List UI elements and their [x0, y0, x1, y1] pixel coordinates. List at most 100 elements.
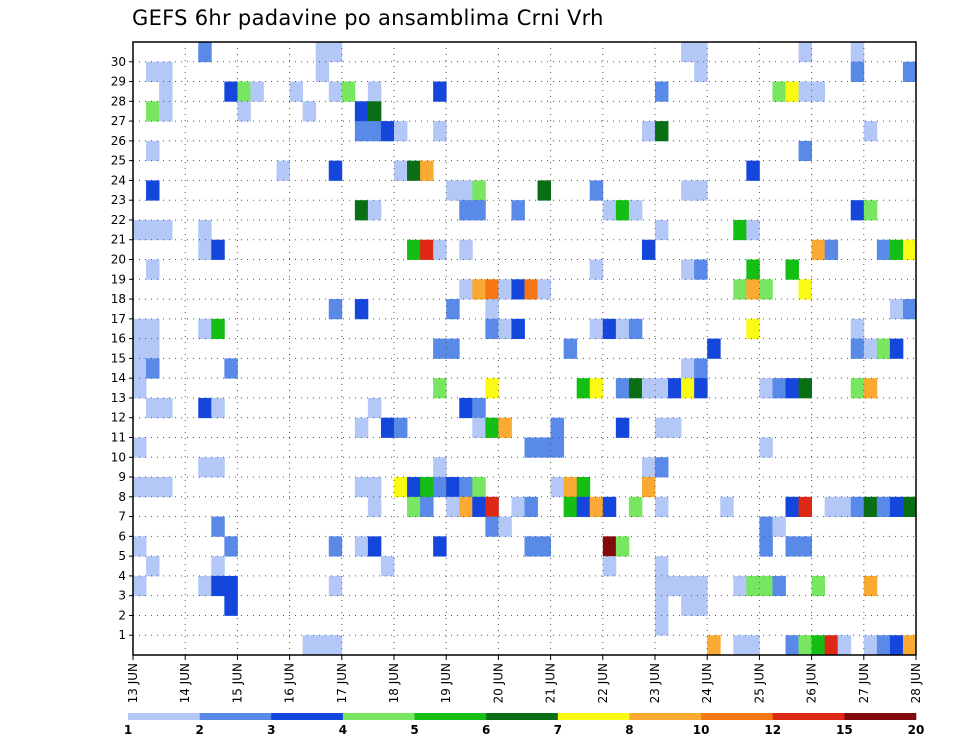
heat-cell — [772, 81, 786, 102]
heat-cell — [785, 378, 799, 399]
heat-cell — [407, 239, 421, 260]
heat-cell — [655, 496, 669, 517]
colorbar-label: 3 — [267, 723, 275, 737]
x-tick-label: 15 JUN — [230, 663, 244, 703]
y-tick-label: 4 — [118, 569, 126, 583]
heat-cell — [459, 239, 473, 260]
heat-cell — [641, 477, 656, 498]
y-tick-label: 22 — [111, 213, 126, 227]
heat-cell — [407, 496, 421, 517]
heat-cell — [902, 635, 917, 656]
heat-cell — [889, 239, 904, 260]
heat-cell — [407, 160, 421, 181]
colorbar-swatch — [128, 713, 200, 720]
heat-cell — [459, 279, 473, 300]
heat-cell — [746, 259, 760, 280]
heat-cell — [133, 575, 147, 597]
heat-cell — [798, 496, 812, 517]
heat-cell — [224, 81, 238, 102]
heat-cell — [276, 160, 290, 181]
heat-cell — [889, 496, 904, 517]
heat-cell — [681, 358, 695, 379]
heat-cell — [354, 101, 369, 122]
heat-cell — [459, 200, 473, 221]
y-tick-layer: 1234567891011121314151617181920212223242… — [111, 55, 133, 642]
heat-cell — [655, 417, 669, 438]
heat-cell — [850, 318, 865, 340]
cells-layer — [133, 42, 917, 656]
heat-cell — [380, 556, 395, 577]
heat-cell — [133, 338, 147, 359]
heat-cell — [707, 635, 721, 656]
heat-cell — [733, 219, 747, 241]
heat-cell — [367, 200, 382, 221]
y-tick-label: 10 — [111, 450, 126, 464]
heat-cell — [537, 180, 551, 201]
heat-cell — [655, 556, 669, 577]
heat-cell — [498, 279, 512, 300]
y-tick-label: 21 — [111, 233, 126, 247]
heat-cell — [237, 101, 251, 122]
heat-cell — [694, 180, 708, 201]
y-tick-label: 24 — [111, 173, 126, 187]
heat-cell — [485, 516, 499, 537]
heat-cell — [224, 575, 238, 597]
heat-cell — [446, 496, 460, 517]
y-tick-label: 25 — [111, 154, 126, 168]
heat-cell — [146, 219, 160, 241]
heat-cell — [589, 378, 604, 399]
heat-cell — [655, 81, 669, 102]
heat-cell — [146, 397, 160, 419]
grid-layer — [133, 42, 916, 655]
heat-cell — [511, 496, 525, 517]
heat-cell — [785, 81, 799, 102]
heat-cell — [694, 42, 708, 63]
heat-cell — [785, 635, 799, 656]
colorbar-label: 1 — [124, 723, 132, 737]
heat-cell — [198, 239, 212, 260]
heat-cell — [380, 121, 395, 142]
heat-cell — [133, 437, 147, 458]
heat-cell — [550, 477, 565, 498]
heat-cell — [694, 358, 708, 379]
heat-cell — [146, 318, 160, 340]
heat-cell — [498, 516, 512, 537]
heat-cell — [681, 180, 695, 201]
heat-cell — [615, 200, 630, 221]
colorbar-swatch — [271, 713, 344, 720]
heat-cell — [681, 575, 695, 597]
heat-cell — [198, 397, 212, 419]
heat-cell — [433, 121, 447, 142]
heat-cell — [798, 378, 812, 399]
heat-cell — [798, 536, 812, 557]
heat-cell — [785, 259, 799, 280]
heat-cell — [694, 595, 708, 616]
y-tick-label: 26 — [111, 134, 126, 148]
y-tick-label: 27 — [111, 114, 126, 128]
heat-cell — [733, 575, 747, 597]
colorbar-swatch — [199, 713, 272, 720]
heat-cell — [902, 299, 917, 320]
heat-cell — [328, 160, 343, 181]
y-tick-label: 13 — [111, 391, 126, 405]
colorbar-label: 20 — [908, 723, 925, 737]
heat-cell — [250, 81, 264, 102]
heat-cell — [681, 259, 695, 280]
heat-cell — [354, 299, 369, 320]
heat-cell — [420, 160, 434, 181]
heat-cell — [798, 279, 812, 300]
heat-cell — [785, 496, 799, 517]
heat-cell — [850, 42, 865, 63]
heat-cell — [224, 358, 238, 379]
heat-cell — [811, 575, 826, 597]
heat-cell — [237, 81, 251, 102]
heat-cell — [811, 635, 826, 656]
heat-cell — [394, 160, 408, 181]
heat-cell — [655, 575, 669, 597]
heat-cell — [863, 378, 878, 399]
heat-cell — [902, 61, 917, 82]
chart-title: GEFS 6hr padavine po ansamblima Crni Vrh — [132, 6, 604, 30]
heat-cell — [798, 42, 812, 63]
colorbar-label: 12 — [764, 723, 781, 737]
heat-cell — [472, 397, 486, 419]
